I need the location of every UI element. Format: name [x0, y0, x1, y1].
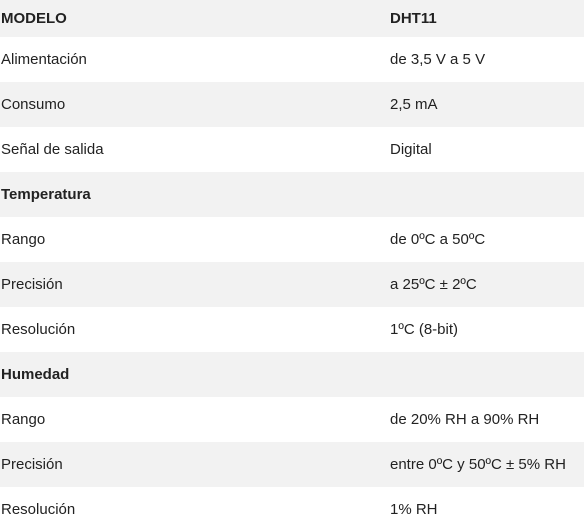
- table-row-temp-resolucion: Resolución 1ºC (8-bit): [0, 307, 584, 352]
- row-label: Rango: [0, 217, 390, 262]
- table-row-hum-precision: Precisión entre 0ºC y 50ºC ± 5% RH: [0, 442, 584, 487]
- row-label: Consumo: [0, 82, 390, 127]
- row-label: Resolución: [0, 307, 390, 352]
- row-label: Precisión: [0, 262, 390, 307]
- row-value: 1ºC (8-bit): [390, 307, 584, 352]
- table-header-row: MODELO DHT11: [0, 0, 584, 37]
- row-value: Digital: [390, 127, 584, 172]
- section-title: Temperatura: [0, 172, 390, 217]
- row-value: de 3,5 V a 5 V: [390, 37, 584, 82]
- table-row-hum-resolucion: Resolución 1% RH: [0, 487, 584, 532]
- table-row-senal: Señal de salida Digital: [0, 127, 584, 172]
- row-label: Precisión: [0, 442, 390, 487]
- header-value: DHT11: [390, 0, 584, 37]
- row-value: de 0ºC a 50ºC: [390, 217, 584, 262]
- table-row-hum-rango: Rango de 20% RH a 90% RH: [0, 397, 584, 442]
- row-value: a 25ºC ± 2ºC: [390, 262, 584, 307]
- row-value: [390, 172, 584, 217]
- row-value: entre 0ºC y 50ºC ± 5% RH: [390, 442, 584, 487]
- row-label: Rango: [0, 397, 390, 442]
- row-value: [390, 352, 584, 397]
- row-label: Resolución: [0, 487, 390, 532]
- table-row-alimentacion: Alimentación de 3,5 V a 5 V: [0, 37, 584, 82]
- row-value: 1% RH: [390, 487, 584, 532]
- row-value: de 20% RH a 90% RH: [390, 397, 584, 442]
- table-row-temp-rango: Rango de 0ºC a 50ºC: [0, 217, 584, 262]
- table-row-consumo: Consumo 2,5 mA: [0, 82, 584, 127]
- header-label: MODELO: [0, 0, 390, 37]
- table-row-temp-precision: Precisión a 25ºC ± 2ºC: [0, 262, 584, 307]
- row-value: 2,5 mA: [390, 82, 584, 127]
- row-label: Alimentación: [0, 37, 390, 82]
- section-row-temperatura: Temperatura: [0, 172, 584, 217]
- section-title: Humedad: [0, 352, 390, 397]
- section-row-humedad: Humedad: [0, 352, 584, 397]
- row-label: Señal de salida: [0, 127, 390, 172]
